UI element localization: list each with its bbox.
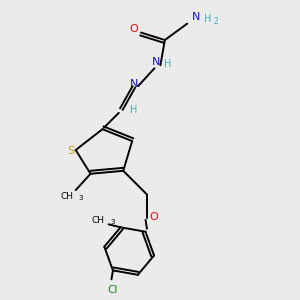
Text: H: H (204, 14, 211, 24)
Text: H: H (130, 105, 137, 115)
Text: 3: 3 (110, 219, 115, 225)
Text: CH: CH (92, 216, 105, 225)
Text: O: O (149, 212, 158, 222)
Text: Cl: Cl (107, 285, 118, 295)
Text: N: N (130, 79, 138, 89)
Text: N: N (152, 57, 160, 67)
Text: O: O (129, 24, 138, 34)
Text: N: N (192, 12, 200, 22)
Text: 3: 3 (79, 195, 83, 201)
Text: H: H (164, 59, 172, 69)
Text: CH: CH (60, 192, 73, 201)
Text: 2: 2 (213, 17, 218, 26)
Text: S: S (68, 146, 75, 157)
